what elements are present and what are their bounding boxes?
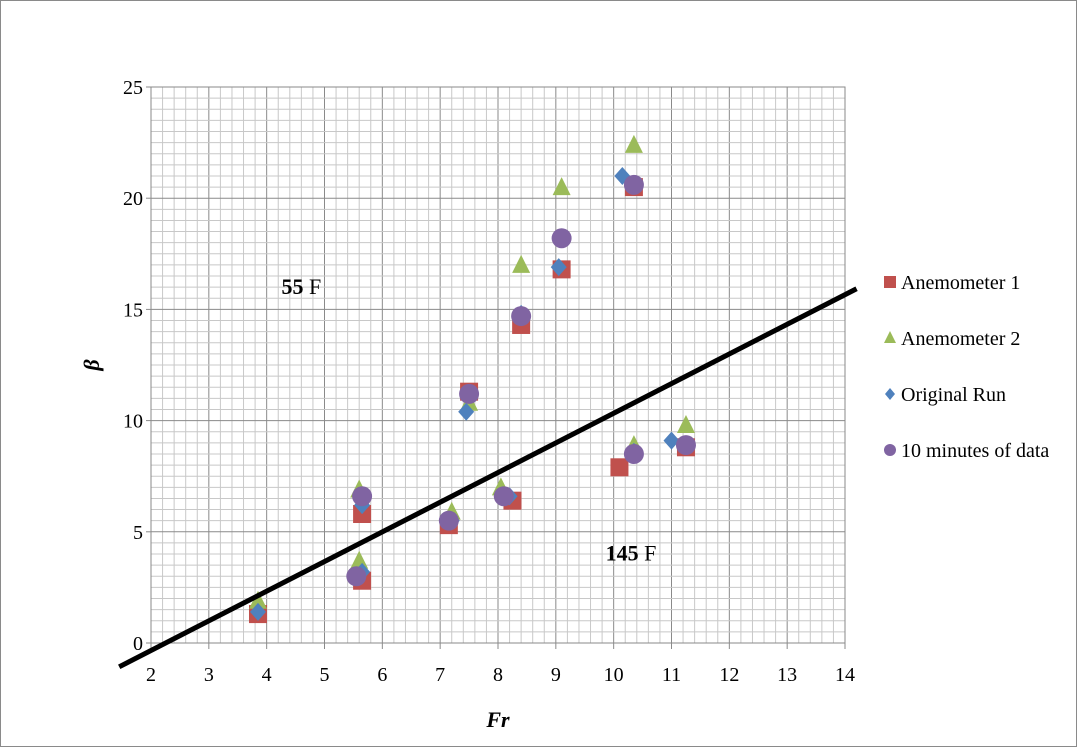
legend-label: Original Run — [901, 384, 1006, 406]
y-tick-label: 10 — [123, 411, 143, 433]
annotation-unit: F — [303, 274, 321, 299]
data-point-square — [610, 458, 629, 477]
x-tick-label: 13 — [777, 664, 797, 686]
data-point-triangle — [350, 550, 369, 569]
grid — [150, 86, 846, 644]
annotation-label: 55 F — [281, 274, 321, 299]
x-tick-label: 2 — [146, 664, 156, 686]
data-point-circle — [623, 174, 644, 195]
legend-label: Anemometer 2 — [901, 328, 1020, 350]
x-tick-label: 7 — [435, 664, 445, 686]
legend-marker-circle — [884, 444, 896, 456]
x-tick-label: 8 — [493, 664, 503, 686]
x-tick-label: 3 — [204, 664, 214, 686]
y-tick-label: 20 — [123, 188, 143, 210]
data-point-triangle — [512, 254, 531, 273]
annotation-label: 145 F — [606, 541, 657, 566]
legend-item: Original Run — [885, 384, 1006, 406]
x-tick-label: 11 — [662, 664, 681, 686]
data-point-circle — [511, 306, 532, 327]
x-tick-label: 12 — [719, 664, 739, 686]
x-tick-label: 9 — [551, 664, 561, 686]
data-point-diamond — [550, 258, 567, 277]
data-point-triangle — [248, 590, 267, 609]
legend-marker-diamond — [885, 388, 895, 400]
legend-marker-triangle — [884, 331, 896, 343]
y-tick-label: 15 — [123, 299, 143, 321]
data-point-circle — [459, 383, 480, 404]
data-point-triangle — [676, 415, 695, 434]
data-point-circle — [623, 443, 644, 464]
data-point-circle — [346, 566, 367, 587]
data-point-diamond — [663, 431, 680, 450]
annotation-unit: F — [639, 541, 657, 566]
x-axis-title: Fr — [485, 707, 510, 732]
y-tick-label: 25 — [123, 77, 143, 99]
legend-item: Anemometer 2 — [884, 328, 1020, 350]
annotation-value: 145 — [606, 541, 639, 566]
data-point-circle — [493, 486, 514, 507]
data-points — [248, 134, 696, 624]
y-tick-label: 5 — [133, 522, 143, 544]
data-point-circle — [551, 228, 572, 249]
legend-marker-square — [884, 276, 896, 288]
y-axis-ticks: 0 5 10 15 20 25 — [123, 77, 151, 655]
data-point-diamond — [249, 602, 266, 621]
legend-label: Anemometer 1 — [901, 272, 1020, 294]
x-tick-label: 14 — [835, 664, 855, 686]
y-axis-title: β — [79, 359, 104, 372]
x-axis-ticks: 2 3 4 5 6 7 8 9 10 11 12 13 14 — [146, 643, 855, 686]
legend-label: 10 minutes of data — [901, 440, 1049, 462]
annotation-value: 55 — [281, 274, 303, 299]
data-point-triangle — [624, 134, 643, 153]
x-tick-label: 5 — [320, 664, 330, 686]
y-tick-label: 0 — [133, 633, 143, 655]
threshold-line — [118, 286, 858, 670]
data-point-triangle — [552, 177, 571, 196]
legend: Anemometer 1 Anemometer 2 Original Run 10 m… — [884, 272, 1049, 462]
data-point-circle — [352, 486, 373, 507]
legend-item: 10 minutes of data — [884, 440, 1049, 462]
x-tick-label: 4 — [262, 664, 272, 686]
series-10-minutes-of-data — [346, 174, 696, 587]
x-tick-label: 6 — [377, 664, 387, 686]
x-tick-label: 10 — [604, 664, 624, 686]
series-anemometer-2 — [248, 134, 695, 609]
legend-item: Anemometer 1 — [884, 272, 1020, 294]
data-point-circle — [438, 510, 459, 531]
data-point-diamond — [458, 402, 475, 421]
data-point-circle — [675, 435, 696, 456]
